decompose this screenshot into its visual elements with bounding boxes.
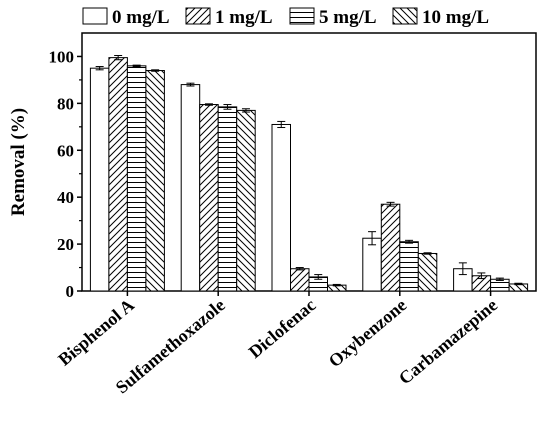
y-tick-label: 80 (57, 94, 74, 113)
y-tick-label: 0 (66, 282, 75, 301)
legend: 0 mg/L 1 mg/L 5 mg/L 10 mg/L (82, 7, 489, 28)
bar (126, 65, 147, 292)
legend-label: 5 mg/L (319, 7, 377, 28)
bar (108, 57, 128, 292)
legend-label: 10 mg/L (422, 7, 489, 28)
bar (199, 104, 219, 292)
bar (290, 268, 310, 292)
bar (236, 109, 256, 292)
legend-swatch (289, 7, 315, 25)
legend-swatch (392, 7, 418, 25)
bar (217, 106, 238, 292)
x-tick-label: Oxybenzone (325, 295, 411, 371)
legend-label: 1 mg/L (215, 7, 273, 28)
legend-swatch (82, 7, 108, 25)
y-axis-title: Removal (%) (8, 108, 29, 216)
y-axis-ticks: 0 20 40 60 80 100 (49, 47, 82, 301)
y-tick-label: 100 (49, 47, 75, 66)
bar (145, 70, 165, 292)
x-tick-label: Diclofenac (245, 295, 320, 362)
x-tick-label: Bisphenol A (54, 295, 138, 370)
bars (89, 57, 529, 292)
y-tick-label: 40 (57, 188, 74, 207)
bar (362, 237, 382, 292)
bar (180, 84, 201, 292)
bar (399, 241, 419, 292)
plot-area: 0 20 40 60 80 100 Bisphenol ASulfamethoxazole… (49, 32, 537, 397)
legend-label: 0 mg/L (112, 7, 170, 28)
error-bars (95, 55, 523, 287)
bar (417, 252, 438, 292)
y-tick-label: 60 (57, 141, 74, 160)
bar (380, 203, 401, 292)
legend-swatch (185, 7, 211, 25)
x-tick-label: Carbamazepine (395, 295, 501, 389)
y-tick-label: 20 (57, 235, 74, 254)
bar (89, 67, 110, 292)
bar (271, 123, 291, 292)
bar (490, 278, 510, 292)
